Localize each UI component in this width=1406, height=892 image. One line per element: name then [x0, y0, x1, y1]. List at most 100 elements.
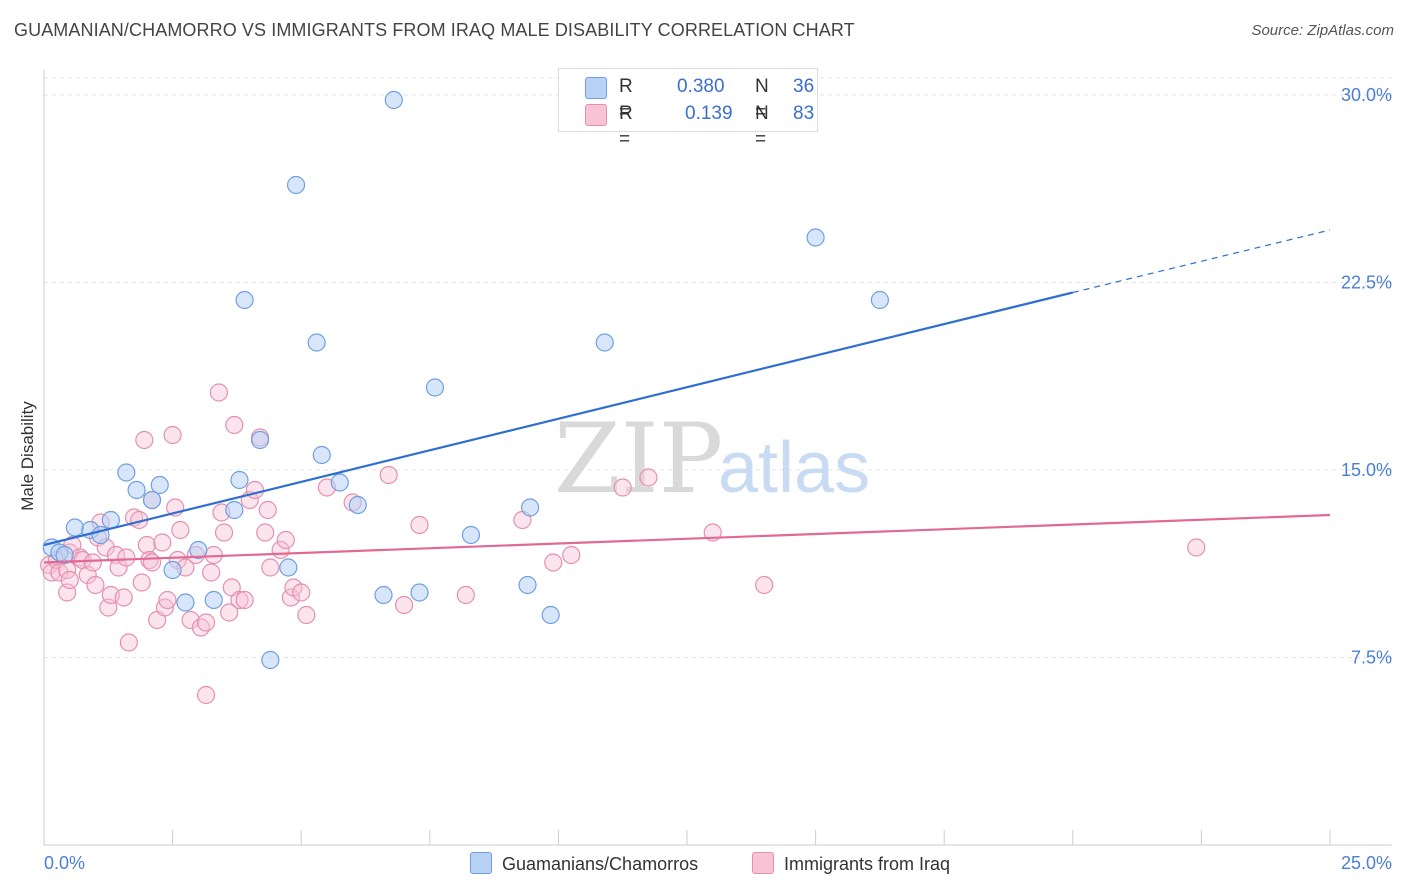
trend-lines [43, 229, 1331, 564]
data-point-iraq [245, 480, 265, 500]
data-point-iraq [119, 633, 138, 652]
watermark-zip: ZIP [554, 403, 723, 515]
trendline-iraq [43, 513, 1331, 564]
data-point-guamanian [55, 545, 74, 565]
legend-r-label: R = [619, 76, 633, 123]
chart-title: GUAMANIAN/CHAMORRO VS IMMIGRANTS FROM IR… [14, 20, 855, 40]
tick-labels: 7.5% 15.0% 22.5% 30.0% 0.0% 25.0% [44, 85, 1392, 873]
bottom-legend-label: Immigrants from Iraq [784, 854, 951, 874]
axes [43, 70, 1392, 846]
data-point-iraq [137, 535, 156, 555]
data-point-iraq [225, 415, 244, 435]
data-point-iraq [117, 548, 136, 567]
data-point-guamanian [250, 430, 270, 450]
data-point-guamanian [176, 593, 195, 612]
bottom-legend-guamanian: Guamanians/Chamorros [470, 852, 698, 876]
legend-n-value: 36 [793, 76, 815, 97]
data-point-guamanian [189, 540, 208, 560]
data-point-iraq [220, 603, 239, 622]
data-point-iraq [235, 590, 254, 610]
grid-lines [44, 77, 1392, 658]
data-point-iraq [142, 553, 162, 572]
data-point-guamanian [461, 525, 481, 545]
data-point-guamanian [384, 90, 403, 110]
data-point-iraq [86, 575, 105, 595]
data-point-guamanian [225, 500, 244, 520]
data-point-iraq [276, 530, 295, 550]
bottom-legend-label: Guamanians/Chamorros [502, 854, 699, 874]
y-axis-label: Male Disability [18, 401, 37, 511]
data-point-guamanian [307, 333, 326, 352]
data-point-iraq [379, 465, 398, 485]
legend-n-label: N = [755, 76, 769, 123]
legend-r-value: 0.139 [685, 103, 733, 124]
data-point-guamanian [286, 175, 306, 195]
data-point-guamanian [150, 475, 169, 495]
legend-swatch-pink [585, 104, 607, 126]
data-point-iraq [456, 585, 475, 605]
data-point-iraq [60, 570, 79, 590]
data-point-guamanian [230, 470, 249, 490]
data-point-guamanian [204, 590, 223, 610]
data-point-iraq [171, 520, 190, 540]
correlation-legend: R = 0.380 N = 36 R = 0.139 N = 83 [558, 68, 818, 150]
y-tick-label: 7.5% [1351, 648, 1392, 668]
data-point-iraq [135, 430, 154, 450]
data-point-guamanian [117, 463, 136, 482]
data-point-iraq [181, 610, 200, 630]
data-point-iraq [562, 545, 581, 565]
legend-r-value: 0.380 [677, 76, 725, 97]
y-tick-label: 15.0% [1341, 460, 1392, 480]
data-point-guamanian [521, 498, 540, 517]
data-point-iraq [613, 478, 632, 497]
data-point-iraq [544, 553, 563, 572]
data-point-iraq [292, 583, 311, 602]
data-point-iraq [153, 533, 172, 552]
data-point-iraq [132, 573, 151, 592]
data-point-guamanian [127, 480, 146, 500]
data-point-guamanian [65, 518, 84, 537]
legend-swatch-blue [585, 77, 607, 99]
data-point-guamanian [101, 510, 120, 530]
data-point-iraq [196, 685, 216, 705]
data-point-guamanian [541, 605, 560, 625]
data-point-guamanian [410, 583, 429, 602]
data-point-iraq [202, 563, 221, 582]
source-label: Source: ZipAtlas.com [1251, 22, 1394, 39]
bottom-legend-swatch-blue [470, 852, 492, 874]
watermark-atlas: atlas [718, 428, 870, 508]
data-point-guamanian [870, 290, 890, 310]
data-point-iraq [755, 575, 774, 595]
data-point-iraq [230, 590, 249, 610]
data-point-iraq [410, 515, 429, 535]
x-tick-label: 25.0% [1341, 853, 1392, 873]
watermark: ZIP atlas [554, 403, 870, 515]
data-point-guamanian [348, 495, 367, 515]
data-point-guamanian [330, 473, 349, 492]
data-point-guamanian [374, 585, 393, 605]
data-point-iraq [196, 613, 216, 632]
data-point-guamanian [806, 228, 825, 247]
data-point-iraq [214, 523, 234, 542]
data-point-iraq [158, 590, 177, 610]
y-tick-label: 30.0% [1341, 85, 1392, 105]
series-guamanian-points [42, 90, 890, 670]
data-point-guamanian [261, 650, 280, 670]
y-tick-label: 22.5% [1341, 273, 1392, 293]
data-point-guamanian [425, 378, 445, 397]
data-point-iraq [191, 618, 210, 637]
trendline-guamanian [43, 291, 1074, 547]
data-point-guamanian [235, 290, 254, 310]
data-point-iraq [163, 425, 182, 445]
series-iraq-points [40, 383, 1206, 705]
data-point-iraq [258, 500, 277, 520]
data-point-guamanian [142, 490, 162, 510]
legend-n-label: N = [755, 103, 769, 150]
legend-n-value: 83 [793, 103, 815, 124]
data-point-iraq [261, 558, 280, 577]
trendline-guamanian-extension [1072, 229, 1331, 294]
data-point-iraq [114, 588, 133, 607]
data-point-guamanian [312, 445, 331, 465]
data-point-iraq [1187, 538, 1206, 557]
